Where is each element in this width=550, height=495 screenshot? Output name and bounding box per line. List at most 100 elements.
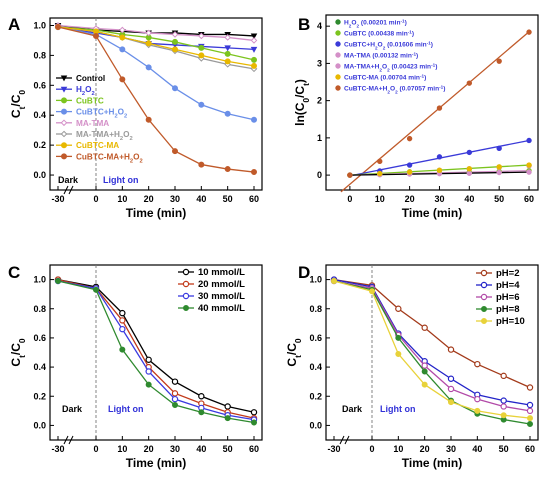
data-point [224,50,231,57]
data-point [145,368,152,375]
series-line [57,278,255,413]
data-point [526,162,532,168]
x-tick-label: 40 [464,194,474,204]
data-point [466,80,473,86]
legend-marker [480,293,488,301]
data-point [250,62,257,69]
data-point [171,390,179,397]
data-point [395,334,402,341]
data-point [224,110,231,117]
panel-C: -30 0 10 20 30 40 50 60 0.0 0.2 0.4 0.6 0.8 1.0 Time (… [9,264,263,470]
x-tick-label: 10 [117,194,127,204]
legend-label: pH=2 [496,268,520,279]
x-tick-label: -30 [327,444,340,454]
series-line [57,26,255,173]
legend-label: pH=6 [496,292,520,303]
legend-marker [335,74,341,80]
data-point [171,401,178,408]
data-point [527,420,534,427]
data-point [347,172,353,178]
y-tick-label: 0.4 [309,362,322,372]
y-tick-label: 0.8 [309,304,322,314]
data-point [421,381,428,388]
data-point [198,32,205,40]
x-tick-label: 0 [369,444,374,454]
legend-marker [60,75,68,82]
data-point [526,29,532,35]
legend-label: CuBTC-MA [76,141,119,150]
data-point [377,170,383,177]
data-point [145,64,152,71]
data-point [93,32,100,39]
series-3 [55,278,257,426]
panel-label-B: B [298,15,310,34]
y-tick-label: 0.6 [33,80,46,90]
x-tick-label: 0 [93,444,98,454]
data-point [171,31,179,38]
legend-marker [182,304,189,311]
y-axis-title: Ct/C0 [285,338,303,366]
data-point [496,164,502,170]
series-line [333,280,531,412]
data-point [171,378,179,385]
x-axis-title: Time (min) [402,456,462,470]
panel-label-C: C [8,263,20,282]
series-line [57,280,255,421]
data-point [447,346,455,353]
y-tick-label: 4 [317,21,322,31]
legend: H2O2 (0.00201 min-1)CuBTC (0.00438 min-1… [335,18,445,94]
data-point [224,34,231,41]
data-point [496,169,502,176]
series-line [57,280,255,424]
legend-marker [61,97,68,104]
data-point [145,356,152,363]
y-tick-label: 0 [317,170,322,180]
series-line [333,278,531,406]
x-tick-label: 30 [446,444,456,454]
legend: pH=2pH=4pH=6pH=8pH=10 [476,268,525,327]
data-point [474,395,481,403]
legend-label: CuBTC [76,96,104,105]
data-point [119,317,126,324]
data-point [466,166,473,172]
legend-marker [335,30,341,36]
legend-label: MA-TMA (0.00132 min-1) [344,51,418,60]
legend-marker [60,130,68,138]
data-point [119,26,126,34]
legend-label: MA-TMA [76,119,109,128]
series-5 [347,162,532,178]
x-tick-label: 20 [405,194,415,204]
data-point [224,45,231,52]
series-line [57,26,255,61]
legend-marker [480,269,488,277]
data-point [395,305,402,312]
series-line [57,26,255,67]
legend-marker [182,292,190,300]
data-point [406,162,413,168]
data-point [250,33,258,40]
data-point [55,278,62,285]
legend-label: Control [76,74,105,83]
x-tick-label: 50 [223,444,233,454]
x-tick-label: 20 [420,444,430,454]
light-on-annotation: Light on [103,175,139,185]
legend-label: CuBTC-MA (0.00704 min-1) [344,73,426,82]
legend-label: CuBTC-MA+H2O2 [76,152,143,164]
data-point [527,415,534,422]
series-line [57,26,255,51]
series-line [333,278,531,389]
x-tick-label: 50 [494,194,504,204]
data-point [119,325,126,333]
fit-line [340,31,530,193]
data-point [421,362,428,369]
y-tick-label: 0.0 [33,170,46,180]
data-point [526,401,534,409]
x-tick-label: 30 [434,194,444,204]
y-axis-title: Ct/C0 [9,90,27,118]
y-tick-label: 0.4 [33,362,46,372]
data-point [224,166,231,173]
y-tick-label: 2 [317,96,322,106]
legend-label: pH=4 [496,280,520,291]
